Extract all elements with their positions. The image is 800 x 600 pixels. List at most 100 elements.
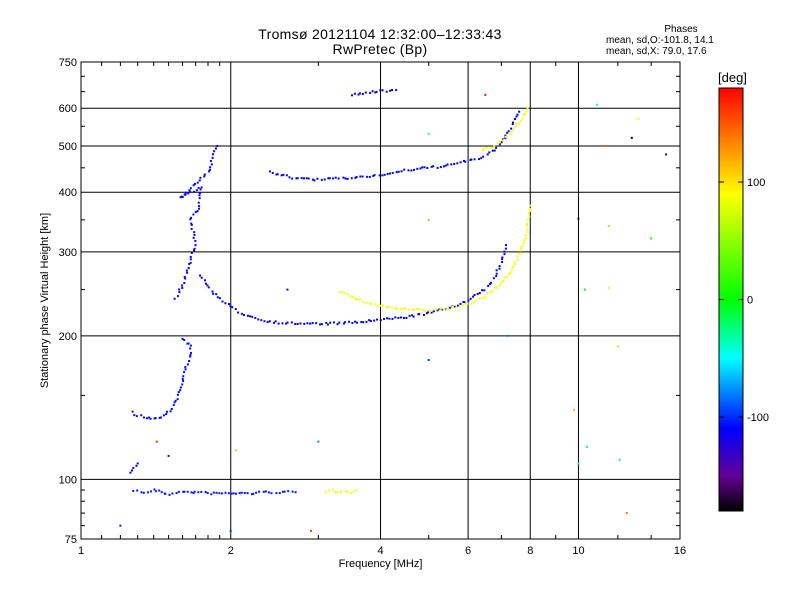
data-point <box>281 322 284 325</box>
colorbar-tick-label: 100 <box>747 177 765 189</box>
data-point <box>186 271 189 274</box>
data-point <box>179 389 182 392</box>
data-point <box>422 314 425 317</box>
data-point <box>489 147 492 150</box>
data-point <box>432 310 435 313</box>
data-point <box>230 492 233 495</box>
data-point <box>204 279 207 282</box>
data-point <box>154 417 157 420</box>
data-point <box>583 288 586 291</box>
data-point <box>351 321 354 324</box>
data-point <box>237 311 240 314</box>
data-point <box>573 408 576 411</box>
data-point <box>483 289 486 292</box>
data-point <box>456 162 459 165</box>
data-point <box>495 272 498 275</box>
data-point <box>480 157 483 160</box>
data-point <box>498 267 501 270</box>
data-point <box>196 181 199 184</box>
data-point <box>399 308 402 311</box>
data-point <box>149 417 152 420</box>
data-point <box>348 320 351 323</box>
data-point <box>388 317 391 320</box>
data-point <box>365 301 368 304</box>
data-point <box>165 410 168 413</box>
data-point <box>442 165 445 168</box>
data-point <box>310 529 313 532</box>
data-point <box>407 169 410 172</box>
series-f1-cusp <box>131 337 192 420</box>
data-point <box>488 283 491 286</box>
data-point <box>478 158 481 161</box>
data-point <box>503 250 506 253</box>
data-point <box>193 233 196 236</box>
data-point <box>369 91 372 94</box>
series-noise <box>119 93 668 532</box>
data-point <box>270 492 273 495</box>
data-point <box>476 292 479 295</box>
data-point <box>501 261 504 264</box>
data-point <box>378 174 381 177</box>
y-tick-label: 75 <box>65 534 77 546</box>
data-point <box>193 249 196 252</box>
data-point <box>511 121 514 124</box>
data-point <box>216 296 219 299</box>
data-point <box>142 416 145 419</box>
data-point <box>385 90 388 93</box>
data-point <box>212 491 215 494</box>
data-point <box>215 293 218 296</box>
data-point <box>246 492 249 495</box>
data-point <box>167 454 170 457</box>
data-point <box>396 307 399 310</box>
data-point <box>290 321 293 324</box>
data-point <box>184 277 187 280</box>
x-tick-label: 8 <box>527 545 533 557</box>
data-point <box>316 177 319 180</box>
data-point <box>189 255 192 258</box>
chart-title: Tromsø 20121104 12:32:00–12:33:43 RwPret… <box>230 27 530 57</box>
data-point <box>203 173 206 176</box>
data-point <box>235 492 238 495</box>
data-point <box>281 490 284 493</box>
data-point <box>332 488 335 491</box>
data-point <box>158 416 161 419</box>
data-point <box>311 178 314 181</box>
data-point <box>529 210 532 213</box>
data-point <box>183 193 186 196</box>
data-point <box>274 320 277 323</box>
data-point <box>163 414 166 417</box>
data-point <box>423 309 426 312</box>
data-point <box>425 312 428 315</box>
data-point <box>496 286 499 289</box>
data-point <box>174 399 177 402</box>
data-point <box>523 239 526 242</box>
data-point <box>305 177 308 180</box>
data-point <box>183 281 186 284</box>
data-point <box>192 213 195 216</box>
data-point <box>264 490 267 493</box>
data-point <box>372 174 375 177</box>
data-point <box>328 177 331 180</box>
data-point <box>412 315 415 318</box>
data-point <box>454 306 457 309</box>
data-point <box>423 166 426 169</box>
data-point <box>229 305 232 308</box>
data-point <box>361 175 364 178</box>
data-point <box>528 215 531 218</box>
data-point <box>210 493 213 496</box>
data-point <box>498 140 501 143</box>
data-point <box>209 160 212 163</box>
data-point <box>183 339 186 342</box>
data-point <box>135 415 138 418</box>
data-point <box>303 322 306 325</box>
series-f2-o <box>199 244 507 326</box>
data-point <box>489 291 492 294</box>
data-point <box>224 302 227 305</box>
data-point <box>355 489 358 492</box>
data-point <box>181 284 184 287</box>
data-point <box>291 490 294 493</box>
data-point <box>188 189 191 192</box>
data-point <box>257 318 260 321</box>
data-point <box>418 308 421 311</box>
data-point <box>200 490 203 493</box>
